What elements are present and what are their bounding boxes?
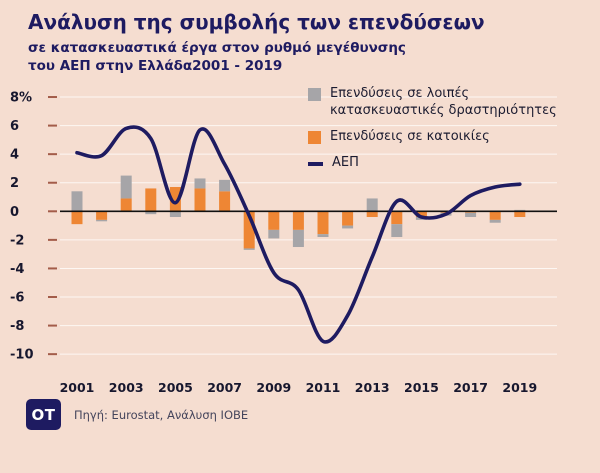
y-axis-label: 8% — [10, 91, 32, 106]
x-axis-label: 2007 — [207, 380, 242, 395]
x-axis-label: 2017 — [453, 380, 488, 395]
bar-housing — [194, 188, 206, 212]
y-axis-label: -10 — [10, 348, 34, 363]
bar-housing — [366, 211, 378, 218]
legend-label-housing: Επενδύσεις σε κατοικίες — [330, 128, 490, 144]
x-axis-label: 2005 — [158, 380, 193, 395]
chart-subtitle-line2: του ΑΕΠ στην Ελλάδα2001 - 2019 — [28, 58, 283, 75]
bar-housing — [120, 198, 132, 212]
x-axis-label: 2003 — [109, 380, 144, 395]
legend-label-other-construction: Επενδύσεις σε λοιπές κατασκευαστικές δρα… — [330, 86, 557, 118]
x-axis-label: 2011 — [306, 380, 341, 395]
bar-other-construction — [194, 178, 206, 189]
bar-other-construction — [120, 175, 132, 199]
bar-housing — [317, 211, 329, 235]
x-axis-label: 2009 — [256, 380, 291, 395]
bar-other-construction — [465, 212, 477, 218]
bar-housing — [514, 211, 526, 218]
y-axis-label: 4 — [10, 148, 19, 163]
bar-other-construction — [489, 219, 501, 223]
y-axis-label: -4 — [10, 262, 24, 277]
y-axis-label: -6 — [10, 291, 24, 306]
y-axis-label: -8 — [10, 319, 24, 334]
bar-other-construction — [342, 225, 354, 229]
bar-other-construction — [145, 211, 157, 215]
bar-housing — [243, 211, 255, 249]
gdp-line — [75, 125, 522, 344]
y-axis-label: 6 — [10, 119, 19, 134]
y-axis-label: 0 — [10, 205, 19, 220]
bar-housing — [219, 191, 231, 212]
x-axis-label: 2019 — [502, 380, 537, 395]
chart-footer: OT Πηγή: Eurostat, Ανάλυση ΙΟΒΕ — [26, 399, 248, 430]
bar-housing — [169, 187, 181, 212]
bar-other-construction — [391, 224, 403, 238]
bar-other-construction — [71, 191, 83, 212]
bar-housing — [342, 211, 354, 226]
legend-label-gdp: ΑΕΠ — [332, 154, 359, 170]
bar-other-construction — [96, 219, 108, 222]
orange-bar-swatch-icon — [308, 130, 321, 144]
legend: Επενδύσεις σε λοιπές κατασκευαστικές δρα… — [308, 86, 576, 172]
navy-line-swatch-icon — [308, 161, 323, 167]
legend-item-gdp: ΑΕΠ — [308, 155, 576, 172]
y-axis-label: -2 — [10, 233, 24, 248]
bar-housing — [415, 211, 427, 218]
chart-subtitle-line1: σε κατασκευαστικά έργα στον ρυθμό μεγέθυ… — [28, 40, 406, 56]
bar-housing — [71, 211, 83, 225]
bar-other-construction — [366, 198, 378, 212]
bar-housing — [391, 211, 403, 225]
chart-header: Ανάλυση της συμβολής των επενδύσεων σε κ… — [28, 10, 485, 75]
bar-other-construction — [292, 229, 304, 248]
ot-logo: OT — [26, 399, 61, 430]
x-axis-label: 2001 — [60, 380, 95, 395]
legend-item-housing: Επενδύσεις σε κατοικίες — [308, 129, 576, 146]
x-axis-label: 2015 — [404, 380, 439, 395]
bar-other-construction — [268, 229, 280, 239]
bar-other-construction — [317, 234, 329, 238]
bar-housing — [145, 188, 157, 212]
bar-housing — [96, 211, 108, 220]
bar-housing — [268, 211, 280, 230]
bar-other-construction — [243, 248, 255, 250]
bar-other-construction — [169, 211, 181, 218]
source-text: Πηγή: Eurostat, Ανάλυση ΙΟΒΕ — [74, 407, 249, 422]
bar-housing — [292, 211, 304, 230]
chart-title: Ανάλυση της συμβολής των επενδύσεων — [28, 10, 485, 34]
bar-other-construction — [219, 179, 231, 192]
gray-bar-swatch-icon — [308, 88, 321, 101]
bar-housing — [489, 211, 501, 220]
legend-item-other-construction: Επενδύσεις σε λοιπές κατασκευαστικές δρα… — [308, 86, 576, 120]
x-axis-label: 2013 — [355, 380, 390, 395]
y-axis-label: 2 — [10, 176, 19, 191]
